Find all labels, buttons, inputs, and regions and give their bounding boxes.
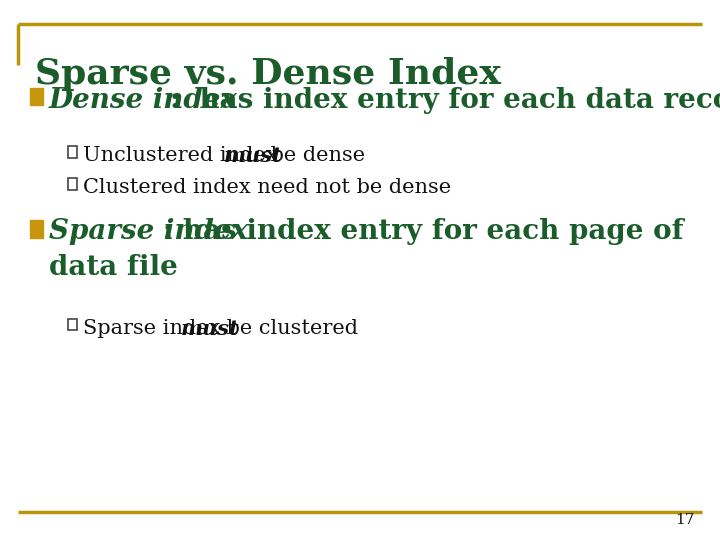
Bar	[30, 220, 43, 238]
Text: Clustered index need not be dense: Clustered index need not be dense	[83, 178, 451, 197]
Text: be clustered: be clustered	[220, 319, 359, 338]
Text: Sparse index: Sparse index	[83, 319, 227, 338]
Text: Sparse vs. Dense Index: Sparse vs. Dense Index	[35, 57, 500, 91]
Text: data file: data file	[49, 254, 178, 281]
Text: Unclustered index: Unclustered index	[83, 146, 284, 165]
Text: Sparse index: Sparse index	[49, 218, 248, 245]
Text: : has index entry for each page of: : has index entry for each page of	[163, 218, 683, 245]
Bar	[30, 88, 43, 105]
Bar	[68, 319, 77, 330]
Text: :  has index entry for each data record: : has index entry for each data record	[170, 87, 720, 114]
Text: be dense: be dense	[264, 146, 364, 165]
Bar	[68, 178, 77, 190]
Text: Dense index: Dense index	[49, 87, 238, 114]
Bar	[68, 146, 77, 158]
Text: must: must	[181, 319, 239, 339]
Text: 17: 17	[675, 512, 695, 526]
Text: must: must	[224, 146, 282, 166]
